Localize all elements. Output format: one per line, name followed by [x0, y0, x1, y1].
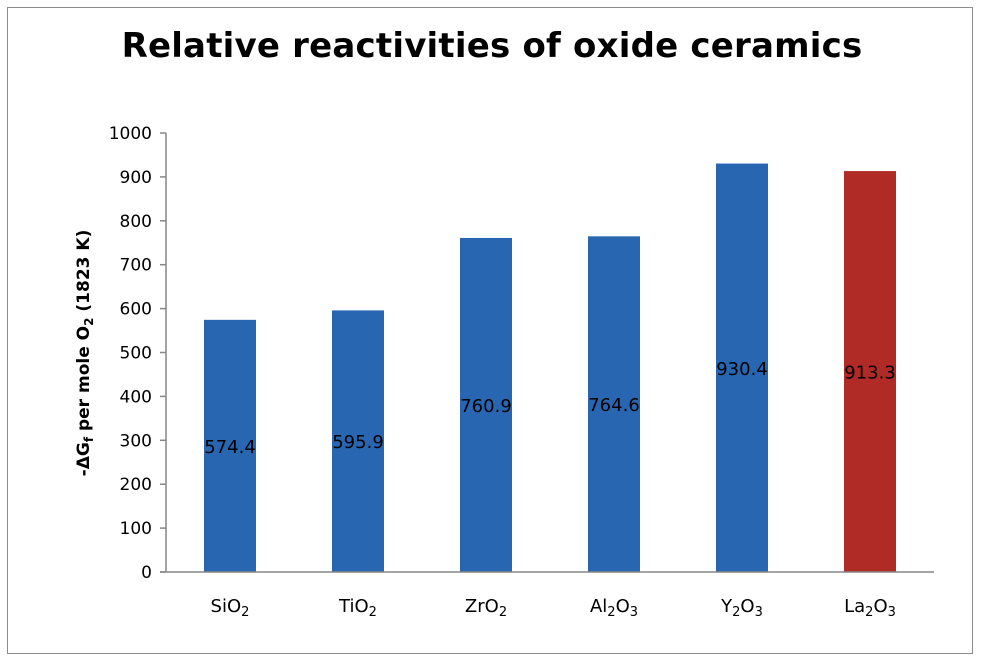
- y-tick-label: 1000: [109, 124, 152, 144]
- x-category-label: La2O3: [844, 596, 896, 620]
- bars: [204, 163, 896, 573]
- y-tick-label: 900: [120, 168, 152, 188]
- x-category-label: Y2O3: [720, 596, 763, 620]
- y-axis-label: -ΔGf per mole O2 (1823 K): [74, 230, 96, 477]
- bar-value-label: 760.9: [460, 396, 512, 417]
- y-axis-title: -ΔGf per mole O2 (1823 K): [74, 230, 96, 477]
- y-tick-label: 400: [120, 387, 152, 407]
- x-category-label: TiO2: [338, 596, 377, 620]
- y-tick-label: 200: [120, 475, 152, 495]
- y-tick-label: 0: [141, 563, 152, 583]
- bar: [332, 310, 384, 572]
- bar-value-label: 574.4: [204, 437, 256, 458]
- y-tick-label: 500: [120, 344, 152, 364]
- bar: [844, 171, 896, 573]
- y-tick-label: 800: [120, 212, 152, 232]
- axes: [160, 133, 934, 573]
- bar: [716, 163, 768, 573]
- bar-value-label: 930.4: [716, 359, 768, 380]
- y-tick-label: 600: [120, 300, 152, 320]
- chart-title: Relative reactivities of oxide ceramics: [121, 26, 863, 66]
- bar-value-label: 764.6: [588, 395, 640, 416]
- x-category-label: ZrO2: [465, 596, 507, 620]
- bar: [588, 236, 640, 572]
- x-axis-categories: SiO2 TiO2 ZrO2 Al2O3 Y2O3 La2O3: [211, 596, 896, 620]
- x-category-label: SiO2: [211, 596, 250, 620]
- y-tick-label: 300: [120, 431, 152, 451]
- bar-value-label: 595.9: [332, 432, 384, 453]
- y-tick-label: 700: [120, 256, 152, 276]
- bar: [460, 237, 512, 572]
- y-axis-ticks: 0 100 200 300 400 500 600 700 800 900 1000: [109, 124, 166, 583]
- bar-value-label: 913.3: [844, 363, 896, 384]
- bar: [204, 319, 256, 572]
- x-category-label: Al2O3: [590, 596, 638, 620]
- data-labels: 574.4 595.9 760.9 764.6 930.4 913.3: [204, 359, 896, 458]
- y-tick-label: 100: [120, 519, 152, 539]
